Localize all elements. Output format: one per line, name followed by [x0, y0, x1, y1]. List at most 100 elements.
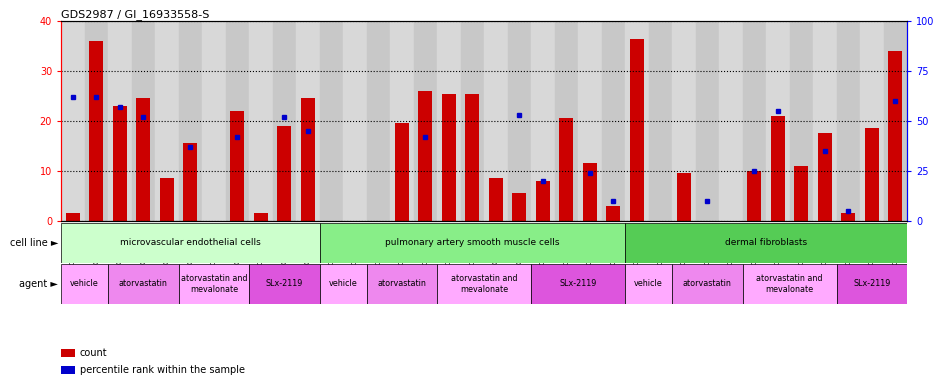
Bar	[273, 21, 296, 221]
Text: count: count	[80, 348, 107, 358]
Bar	[649, 21, 672, 221]
Bar	[465, 94, 479, 221]
Bar	[766, 21, 790, 221]
Bar	[226, 21, 249, 221]
Bar	[108, 264, 179, 304]
Bar	[512, 194, 526, 221]
Bar	[771, 116, 785, 221]
Bar	[179, 21, 202, 221]
Bar	[85, 21, 108, 221]
Bar	[160, 178, 174, 221]
Bar	[489, 178, 503, 221]
Bar	[66, 214, 80, 221]
Bar	[677, 174, 691, 221]
Bar	[743, 21, 766, 221]
Bar	[320, 21, 343, 221]
Bar	[672, 264, 743, 304]
Bar	[367, 264, 437, 304]
Bar	[367, 21, 390, 221]
Bar	[89, 41, 103, 221]
Bar	[108, 21, 132, 221]
Bar	[747, 171, 761, 221]
Bar	[606, 206, 620, 221]
Bar	[442, 94, 456, 221]
Bar	[437, 21, 461, 221]
Bar	[320, 223, 625, 263]
Bar	[343, 21, 367, 221]
Bar	[531, 264, 625, 304]
Bar	[536, 181, 550, 221]
Bar	[61, 349, 74, 357]
Bar	[888, 51, 902, 221]
Text: atorvastatin and
mevalonate: atorvastatin and mevalonate	[451, 274, 517, 294]
Bar	[249, 21, 273, 221]
Bar	[249, 264, 320, 304]
Bar	[884, 21, 907, 221]
Text: atorvastatin: atorvastatin	[119, 280, 167, 288]
Bar	[461, 21, 484, 221]
Bar	[794, 166, 808, 221]
Bar	[625, 264, 672, 304]
Text: atorvastatin: atorvastatin	[683, 280, 731, 288]
Text: SLx-2119: SLx-2119	[854, 280, 890, 288]
Bar	[602, 21, 625, 221]
Text: vehicle: vehicle	[634, 280, 663, 288]
Text: GDS2987 / GI_16933558-S: GDS2987 / GI_16933558-S	[61, 9, 210, 20]
Bar	[865, 128, 879, 221]
Text: microvascular endothelial cells: microvascular endothelial cells	[120, 238, 260, 247]
Bar	[61, 223, 320, 263]
Text: cell line ►: cell line ►	[10, 238, 58, 248]
Bar	[841, 214, 855, 221]
Bar	[61, 264, 108, 304]
Text: pulmonary artery smooth muscle cells: pulmonary artery smooth muscle cells	[385, 238, 559, 247]
Bar	[837, 21, 860, 221]
Bar	[301, 98, 315, 221]
Bar	[559, 118, 573, 221]
Text: SLx-2119: SLx-2119	[559, 280, 597, 288]
Bar	[179, 264, 249, 304]
Bar	[555, 21, 578, 221]
Bar	[230, 111, 244, 221]
Text: vehicle: vehicle	[70, 280, 99, 288]
Text: percentile rank within the sample: percentile rank within the sample	[80, 365, 244, 376]
Bar	[277, 126, 291, 221]
Bar	[484, 21, 508, 221]
Bar	[395, 124, 409, 221]
Text: agent ►: agent ►	[20, 279, 58, 289]
Text: vehicle: vehicle	[329, 280, 357, 288]
Bar	[390, 21, 414, 221]
Bar	[583, 164, 597, 221]
Bar	[531, 21, 555, 221]
Bar	[113, 106, 127, 221]
Bar	[837, 264, 907, 304]
Bar	[813, 21, 837, 221]
Bar	[61, 366, 74, 374]
Bar	[61, 21, 85, 221]
Bar	[437, 264, 531, 304]
Bar	[508, 21, 531, 221]
Text: atorvastatin: atorvastatin	[378, 280, 426, 288]
Bar	[320, 264, 367, 304]
Bar	[132, 21, 155, 221]
Bar	[296, 21, 320, 221]
Bar	[719, 21, 743, 221]
Text: dermal fibroblasts: dermal fibroblasts	[725, 238, 807, 247]
Bar	[414, 21, 437, 221]
Bar	[672, 21, 696, 221]
Bar	[625, 223, 907, 263]
Text: atorvastatin and
mevalonate: atorvastatin and mevalonate	[180, 274, 247, 294]
Bar	[696, 21, 719, 221]
Bar	[790, 21, 813, 221]
Bar	[202, 21, 226, 221]
Bar	[418, 91, 432, 221]
Bar	[254, 214, 268, 221]
Bar	[155, 21, 179, 221]
Bar	[625, 21, 649, 221]
Bar	[630, 39, 644, 221]
Text: atorvastatin and
mevalonate: atorvastatin and mevalonate	[757, 274, 822, 294]
Bar	[818, 134, 832, 221]
Bar	[183, 143, 197, 221]
Bar	[860, 21, 884, 221]
Text: SLx-2119: SLx-2119	[266, 280, 303, 288]
Bar	[578, 21, 602, 221]
